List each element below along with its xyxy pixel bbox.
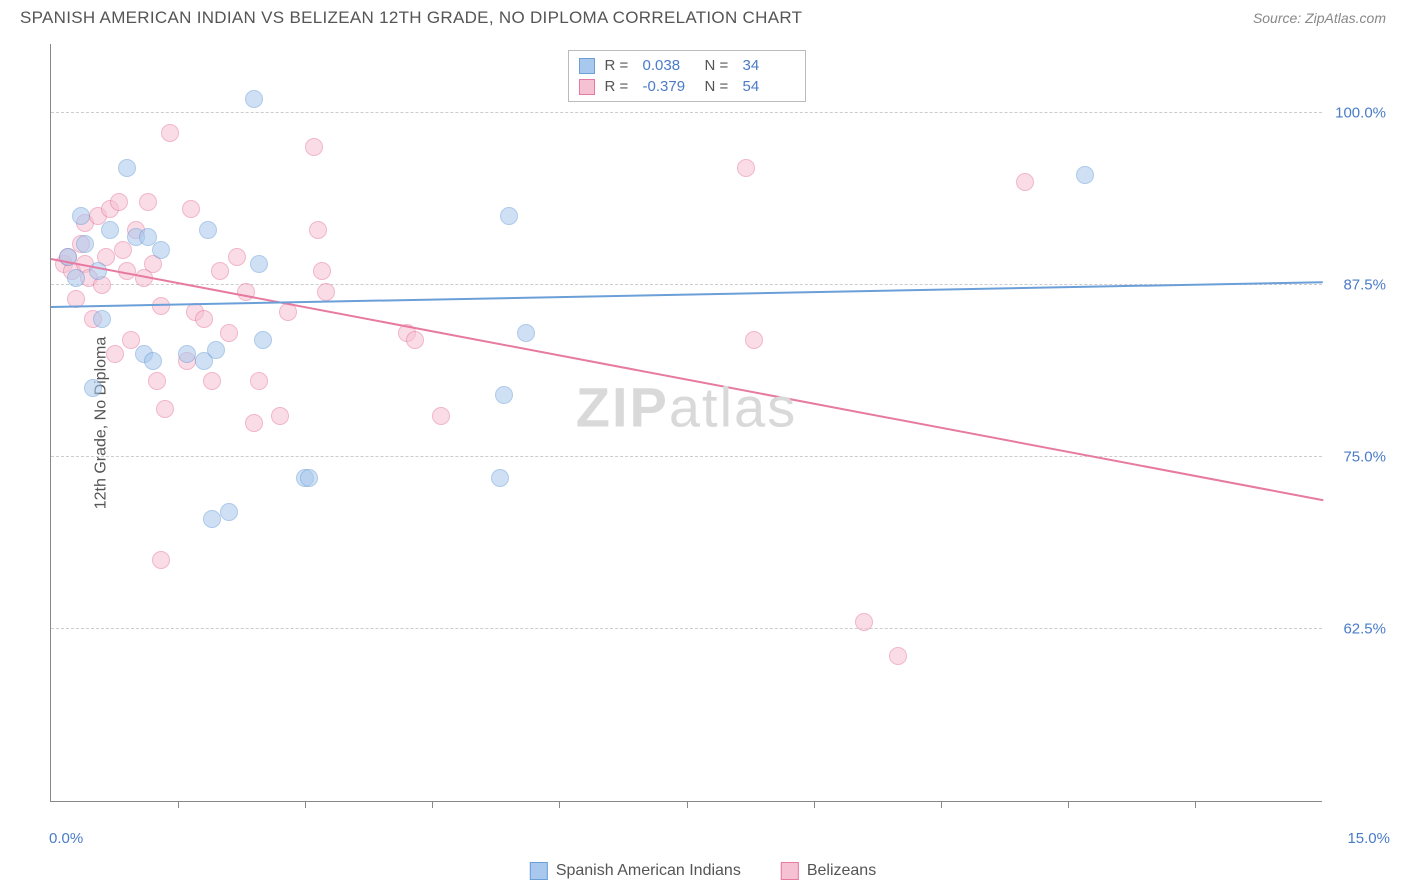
scatter-point <box>211 262 229 280</box>
scatter-point <box>114 241 132 259</box>
scatter-point <box>737 159 755 177</box>
scatter-point <box>406 331 424 349</box>
chart-title: SPANISH AMERICAN INDIAN VS BELIZEAN 12TH… <box>20 8 802 28</box>
x-tick <box>687 801 688 808</box>
scatter-point <box>309 221 327 239</box>
x-tick <box>814 801 815 808</box>
plot-area: ZIPatlas R = 0.038 N = 34 R = -0.379 N =… <box>50 44 1322 802</box>
legend-row-series2: R = -0.379 N = 54 <box>579 76 795 97</box>
scatter-point <box>313 262 331 280</box>
legend-swatch-series2 <box>579 79 595 95</box>
scatter-point <box>101 221 119 239</box>
r-label: R = <box>605 78 633 95</box>
scatter-point <box>161 124 179 142</box>
legend-swatch-series1 <box>579 58 595 74</box>
x-tick <box>941 801 942 808</box>
scatter-point <box>220 503 238 521</box>
x-tick <box>305 801 306 808</box>
scatter-point <box>745 331 763 349</box>
legend-item-series1: Spanish American Indians <box>530 862 741 880</box>
scatter-point <box>203 510 221 528</box>
n-value-series1: 34 <box>743 57 795 74</box>
legend-bottom: Spanish American Indians Belizeans <box>530 862 876 880</box>
scatter-point <box>220 324 238 342</box>
y-axis-label-container: 12th Grade, No Diploma <box>92 336 110 509</box>
scatter-point <box>517 324 535 342</box>
scatter-point <box>110 193 128 211</box>
r-value-series2: -0.379 <box>643 78 695 95</box>
scatter-point <box>207 341 225 359</box>
watermark: ZIPatlas <box>576 375 797 440</box>
scatter-point <box>67 269 85 287</box>
x-tick <box>178 801 179 808</box>
scatter-point <box>250 255 268 273</box>
gridline-h <box>51 628 1322 629</box>
x-tick <box>1195 801 1196 808</box>
n-label: N = <box>705 57 733 74</box>
scatter-point <box>228 248 246 266</box>
legend-swatch-bottom-2 <box>781 862 799 880</box>
x-tick <box>559 801 560 808</box>
scatter-point <box>245 414 263 432</box>
scatter-point <box>432 407 450 425</box>
scatter-point <box>152 551 170 569</box>
scatter-point <box>195 310 213 328</box>
legend-swatch-bottom-1 <box>530 862 548 880</box>
y-tick-label: 100.0% <box>1335 104 1386 121</box>
chart-container: ZIPatlas R = 0.038 N = 34 R = -0.379 N =… <box>50 44 1392 822</box>
gridline-h <box>51 112 1322 113</box>
scatter-point <box>144 352 162 370</box>
x-tick <box>1068 801 1069 808</box>
scatter-point <box>178 345 196 363</box>
x-axis-min-label: 0.0% <box>49 830 83 847</box>
scatter-point <box>182 200 200 218</box>
chart-source: Source: ZipAtlas.com <box>1253 10 1386 26</box>
r-label: R = <box>605 57 633 74</box>
legend-row-series1: R = 0.038 N = 34 <box>579 55 795 76</box>
x-tick <box>432 801 433 808</box>
scatter-point <box>491 469 509 487</box>
legend-label-series2: Belizeans <box>807 862 876 880</box>
y-axis-label: 12th Grade, No Diploma <box>92 336 109 509</box>
scatter-point <box>317 283 335 301</box>
scatter-point <box>148 372 166 390</box>
scatter-point <box>305 138 323 156</box>
scatter-point <box>203 372 221 390</box>
legend-correlation: R = 0.038 N = 34 R = -0.379 N = 54 <box>568 50 806 102</box>
scatter-point <box>300 469 318 487</box>
scatter-point <box>1016 173 1034 191</box>
scatter-point <box>889 647 907 665</box>
scatter-point <box>500 207 518 225</box>
scatter-point <box>495 386 513 404</box>
scatter-point <box>250 372 268 390</box>
scatter-point <box>1076 166 1094 184</box>
legend-label-series1: Spanish American Indians <box>556 862 741 880</box>
watermark-light: atlas <box>669 376 797 439</box>
scatter-point <box>106 345 124 363</box>
gridline-h <box>51 456 1322 457</box>
scatter-point <box>72 207 90 225</box>
y-tick-label: 87.5% <box>1343 276 1386 293</box>
scatter-point <box>118 159 136 177</box>
y-tick-label: 75.0% <box>1343 448 1386 465</box>
scatter-point <box>84 379 102 397</box>
scatter-point <box>152 241 170 259</box>
scatter-point <box>139 193 157 211</box>
scatter-point <box>271 407 289 425</box>
scatter-point <box>855 613 873 631</box>
scatter-point <box>254 331 272 349</box>
legend-item-series2: Belizeans <box>781 862 876 880</box>
n-label: N = <box>705 78 733 95</box>
chart-header: SPANISH AMERICAN INDIAN VS BELIZEAN 12TH… <box>0 0 1406 32</box>
x-axis-max-label: 15.0% <box>1347 830 1390 847</box>
watermark-bold: ZIP <box>576 376 669 439</box>
r-value-series1: 0.038 <box>643 57 695 74</box>
scatter-point <box>245 90 263 108</box>
scatter-point <box>93 310 111 328</box>
y-tick-label: 62.5% <box>1343 620 1386 637</box>
scatter-point <box>199 221 217 239</box>
scatter-point <box>76 235 94 253</box>
scatter-point <box>156 400 174 418</box>
n-value-series2: 54 <box>743 78 795 95</box>
